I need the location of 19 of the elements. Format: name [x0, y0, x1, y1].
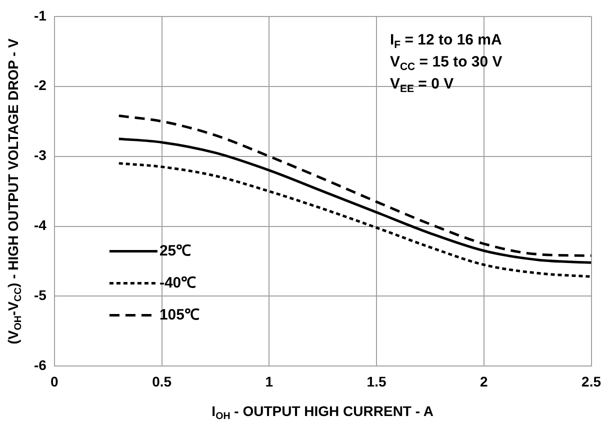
legend-label: 25℃	[159, 242, 192, 260]
line-series	[118, 114, 592, 257]
legend-label: 105℃	[159, 306, 200, 324]
x-tick-label: 0.5	[152, 373, 172, 390]
x-tick-label: 1.5	[366, 373, 386, 390]
y-axis-title: (VOH-VCC) - HIGH OUTPUT VOLTAGE DROP - V	[4, 38, 24, 344]
line-series	[118, 162, 592, 278]
x-tick-label: 0	[50, 373, 59, 390]
y-tick-label: -6	[34, 357, 47, 374]
x-tick-label: 1	[265, 373, 274, 390]
x-tick-label: 2	[480, 373, 488, 390]
y-tick-label: -1	[34, 7, 47, 24]
x-tick-label: 2.5	[582, 373, 602, 390]
y-tick-label: -5	[34, 287, 47, 304]
y-tick-label: -3	[34, 147, 47, 164]
y-tick-label: -2	[34, 77, 47, 94]
line-series	[118, 138, 592, 264]
y-tick-label: -4	[34, 217, 47, 234]
legend-label: -40℃	[159, 274, 196, 292]
